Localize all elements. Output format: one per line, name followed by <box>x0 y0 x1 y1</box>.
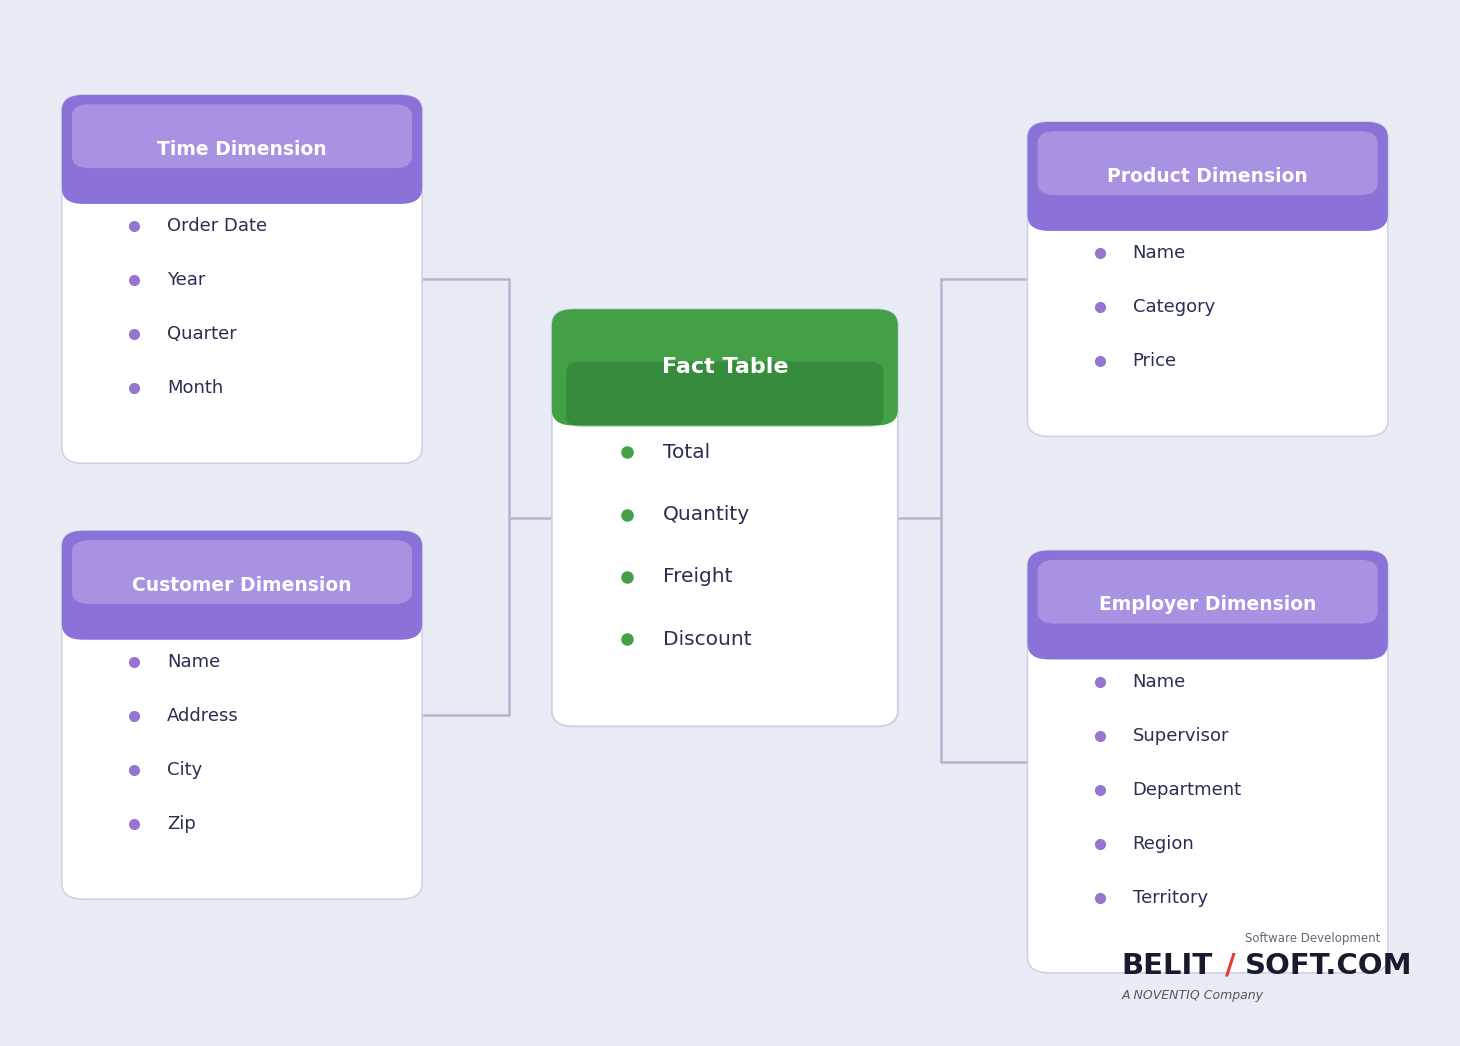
Text: Name: Name <box>1133 245 1186 263</box>
FancyBboxPatch shape <box>1028 122 1388 436</box>
Text: Month: Month <box>166 380 223 397</box>
Text: Address: Address <box>166 707 239 725</box>
FancyBboxPatch shape <box>61 530 422 900</box>
Text: Supervisor: Supervisor <box>1133 727 1229 745</box>
Text: Year: Year <box>166 271 206 290</box>
Text: Department: Department <box>1133 780 1242 799</box>
Text: Time Dimension: Time Dimension <box>158 140 327 159</box>
Text: /: / <box>1225 952 1235 979</box>
Text: Zip: Zip <box>166 815 196 833</box>
FancyBboxPatch shape <box>1028 550 1388 973</box>
Text: SOFT.COM: SOFT.COM <box>1245 952 1413 979</box>
Text: Quarter: Quarter <box>166 325 237 343</box>
FancyBboxPatch shape <box>552 310 898 726</box>
Text: Name: Name <box>166 653 220 672</box>
Text: City: City <box>166 761 203 779</box>
FancyBboxPatch shape <box>1028 550 1388 659</box>
Text: Freight: Freight <box>663 568 733 587</box>
FancyBboxPatch shape <box>1038 132 1378 196</box>
Text: Product Dimension: Product Dimension <box>1107 167 1308 186</box>
FancyBboxPatch shape <box>566 362 883 427</box>
Text: Category: Category <box>1133 298 1215 316</box>
Text: Region: Region <box>1133 835 1194 852</box>
Text: Fact Table: Fact Table <box>661 358 788 378</box>
Text: Order Date: Order Date <box>166 218 267 235</box>
FancyBboxPatch shape <box>61 530 422 640</box>
Text: Software Development: Software Development <box>1245 932 1381 946</box>
Text: A NOVENTIQ Company: A NOVENTIQ Company <box>1121 990 1263 1002</box>
Text: Territory: Territory <box>1133 889 1207 907</box>
FancyBboxPatch shape <box>1028 122 1388 231</box>
Text: BELIT: BELIT <box>1121 952 1212 979</box>
FancyBboxPatch shape <box>1038 560 1378 623</box>
Text: Customer Dimension: Customer Dimension <box>133 575 352 595</box>
FancyBboxPatch shape <box>72 105 412 168</box>
Text: Name: Name <box>1133 673 1186 690</box>
Text: Price: Price <box>1133 353 1177 370</box>
FancyBboxPatch shape <box>61 95 422 463</box>
FancyBboxPatch shape <box>552 310 898 426</box>
FancyBboxPatch shape <box>72 540 412 604</box>
Text: Total: Total <box>663 442 710 462</box>
Text: Discount: Discount <box>663 630 752 649</box>
FancyBboxPatch shape <box>61 95 422 204</box>
Text: Employer Dimension: Employer Dimension <box>1099 595 1317 614</box>
Text: Quantity: Quantity <box>663 505 750 524</box>
